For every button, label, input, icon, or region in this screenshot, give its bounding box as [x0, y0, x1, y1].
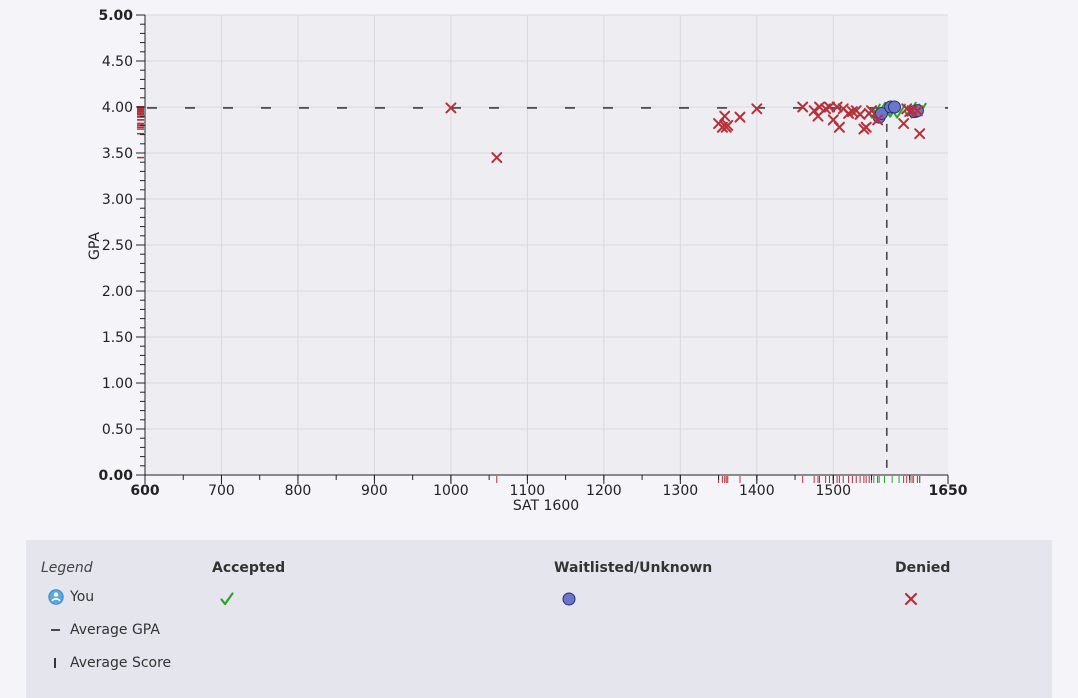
denied-point: [860, 121, 872, 133]
axes: 0.00 0.50 1.00 1.50 2.00 2.50 3.00 3.50 4.00 4.50…: [98, 8, 967, 499]
dash-icon: [48, 622, 70, 638]
y-tick-label: 4.00: [102, 100, 133, 116]
denied-point: [751, 103, 763, 115]
denied-point: [719, 110, 731, 122]
denied-point: [797, 101, 809, 113]
y-tick-label: 1.50: [102, 330, 133, 346]
person-circle-icon: [48, 589, 70, 605]
y-tick-label: 0.50: [102, 422, 133, 438]
x-axis-label: SAT 1600: [513, 498, 579, 514]
legend-denied-title: Denied: [895, 560, 951, 576]
denied-point: [445, 102, 457, 114]
y-axis-label: GPA: [87, 232, 103, 260]
y-tick-label: 0.00: [98, 468, 133, 484]
denied-point: [898, 118, 910, 130]
legend-item-average-gpa: Average GPA: [48, 622, 160, 638]
denied-point: [722, 119, 734, 131]
denied-point: [866, 105, 878, 117]
denied-point: [808, 105, 820, 117]
y-tick-label: 2.50: [102, 238, 133, 254]
x-tick-label: 600: [130, 483, 159, 499]
denied-point: [831, 101, 843, 113]
legend-item-you: You: [48, 589, 94, 605]
grid: [145, 14, 948, 475]
legend-average-gpa-label: Average GPA: [70, 622, 160, 638]
x-tick-label: 800: [285, 483, 312, 499]
denied-point: [823, 101, 835, 113]
x-icon: [903, 591, 919, 611]
vertical-bar-icon: [48, 655, 70, 671]
average-lines: [145, 107, 948, 475]
legend-accepted-title: Accepted: [212, 560, 286, 576]
x-tick-label: 1200: [586, 483, 622, 499]
x-tick-label: 1400: [739, 483, 775, 499]
legend-item-average-score: Average Score: [48, 655, 171, 671]
x-tick-label: 1650: [929, 483, 968, 499]
denied-point: [911, 105, 923, 117]
x-tick-label: 1300: [663, 483, 699, 499]
x-tick-label: 1500: [815, 483, 851, 499]
y-tick-label: 3.00: [102, 192, 133, 208]
legend-title: Legend: [41, 560, 93, 576]
y-tick-label: 5.00: [98, 8, 133, 24]
x-tick-label: 700: [208, 483, 235, 499]
denied-point: [814, 101, 826, 113]
y-tick-label: 4.50: [102, 54, 133, 70]
y-tick-label: 3.50: [102, 146, 133, 162]
legend-average-score-label: Average Score: [70, 655, 172, 671]
x-tick-label: 900: [361, 483, 388, 499]
y-tick-label: 1.00: [102, 376, 133, 392]
scatter-chart: 0.00 0.50 1.00 1.50 2.00 2.50 3.00 3.50 4.00 4.50…: [87, 8, 968, 514]
denied-point: [734, 111, 746, 123]
data-points: [445, 100, 927, 164]
legend-you-label: You: [70, 589, 95, 605]
legend-panel: Legend You Average GPA Average Score Acc…: [26, 540, 1052, 698]
circle-icon: [561, 591, 577, 611]
x-tick-label: 1000: [433, 483, 469, 499]
chart-area: 0.00 0.50 1.00 1.50 2.00 2.50 3.00 3.50 4.00 4.50…: [87, 8, 968, 514]
denied-point: [854, 108, 866, 120]
denied-point: [833, 121, 845, 133]
y-tick-label: 2.00: [102, 284, 133, 300]
x-tick-label: 1100: [510, 483, 546, 499]
denied-point: [872, 114, 884, 126]
denied-point: [914, 128, 926, 140]
legend-waitlisted-title: Waitlisted/Unknown: [554, 560, 713, 576]
waitlisted-point: [887, 100, 901, 114]
accepted-point: [893, 103, 907, 119]
check-icon: [219, 591, 235, 611]
denied-point: [491, 152, 503, 164]
